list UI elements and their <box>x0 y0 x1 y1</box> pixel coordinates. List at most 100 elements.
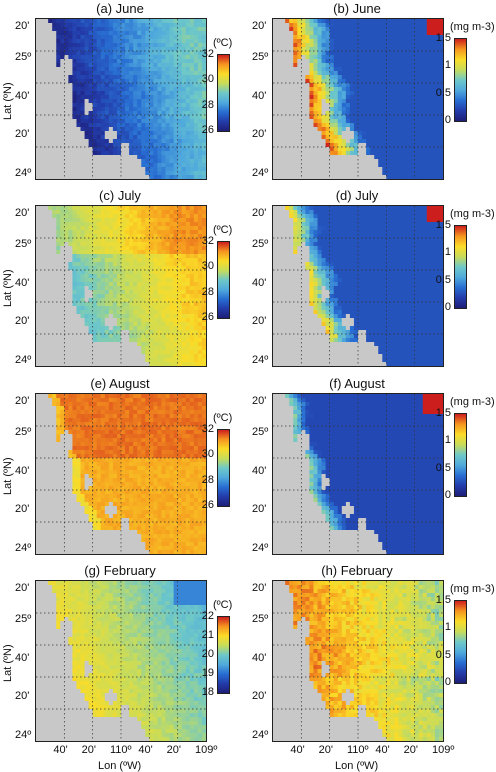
heatmap-cell <box>378 131 383 136</box>
heatmap-cell <box>435 23 440 28</box>
heatmap-cell <box>166 226 171 231</box>
heatmap-cell <box>178 354 183 359</box>
heatmap-cell <box>105 31 110 36</box>
heatmap-cell <box>36 254 41 259</box>
heatmap-cell <box>281 107 286 112</box>
heatmap-cell <box>194 218 199 223</box>
heatmap-cell <box>113 294 118 299</box>
heatmap-cell <box>423 115 428 120</box>
heatmap-cell <box>170 59 175 64</box>
heatmap-cell <box>129 23 134 28</box>
heatmap-cell <box>374 163 379 168</box>
heatmap-cell <box>149 139 154 144</box>
heatmap-cell <box>40 23 45 28</box>
heatmap-cell <box>293 147 298 152</box>
heatmap-cell <box>97 55 102 60</box>
heatmap-cell <box>370 71 375 76</box>
heatmap-cell <box>362 95 367 100</box>
heatmap-cell <box>166 230 171 235</box>
heatmap-cell <box>166 214 171 219</box>
heatmap-cell <box>305 39 310 44</box>
heatmap-cell <box>40 59 45 64</box>
heatmap-cell <box>330 139 335 144</box>
heatmap-cell <box>330 147 335 152</box>
colorbar-tick-label: 0.5 <box>435 87 451 99</box>
heatmap-cell <box>289 123 294 128</box>
heatmap-cell <box>362 67 367 72</box>
heatmap-cell <box>370 87 375 92</box>
heatmap-cell <box>68 294 73 299</box>
heatmap-cell <box>161 338 166 343</box>
heatmap-cell <box>113 39 118 44</box>
heatmap-cell <box>113 258 118 263</box>
heatmap-cell <box>390 103 395 108</box>
heatmap-cell <box>133 87 138 92</box>
heatmap-cell <box>129 250 134 255</box>
heatmap-cell <box>202 175 206 179</box>
heatmap-cell <box>97 242 102 247</box>
heatmap-cell <box>64 131 69 136</box>
heatmap-cell <box>76 350 81 355</box>
heatmap-cell <box>338 163 343 168</box>
heatmap-cell <box>48 123 53 128</box>
heatmap-cell <box>305 59 310 64</box>
heatmap-cell <box>273 39 278 44</box>
heatmap-cell <box>390 151 395 156</box>
heatmap-cell <box>137 159 142 164</box>
heatmap-cell <box>72 226 77 231</box>
heatmap-cell <box>149 155 154 160</box>
heatmap-cell <box>194 119 199 124</box>
colorbar <box>454 38 467 122</box>
heatmap-cell <box>194 302 199 307</box>
heatmap-cell <box>76 95 81 100</box>
heatmap-cell <box>186 238 191 243</box>
heatmap-cell <box>137 238 142 243</box>
heatmap-cell <box>76 230 81 235</box>
heatmap-cell <box>350 87 355 92</box>
heatmap-cell <box>273 43 278 48</box>
heatmap-cell <box>109 258 114 263</box>
heatmap-cell <box>149 67 154 72</box>
heatmap-cell <box>105 318 110 323</box>
heatmap-cell <box>186 322 191 327</box>
heatmap-cell <box>366 135 371 140</box>
heatmap-cell <box>101 71 106 76</box>
heatmap-cell <box>386 71 391 76</box>
heatmap-cell <box>101 210 106 215</box>
heatmap-cell <box>125 270 130 275</box>
heatmap-cell <box>64 314 69 319</box>
heatmap-cell <box>293 55 298 60</box>
heatmap-cell <box>97 326 102 331</box>
heatmap-cell <box>105 314 110 319</box>
heatmap-cell <box>149 131 154 136</box>
heatmap-cell <box>273 131 278 136</box>
heatmap-cell <box>52 326 57 331</box>
heatmap-cell <box>190 51 195 56</box>
heatmap-cell <box>81 210 86 215</box>
heatmap-cell <box>346 87 351 92</box>
heatmap-cell <box>186 258 191 263</box>
heatmap-cell <box>129 139 134 144</box>
heatmap-cell <box>378 91 383 96</box>
heatmap-cell <box>415 111 420 116</box>
heatmap-cell <box>166 95 171 100</box>
heatmap-cell <box>72 242 77 247</box>
heatmap-cell <box>386 59 391 64</box>
heatmap-cell <box>439 23 443 28</box>
heatmap-cell <box>161 322 166 327</box>
heatmap-cell <box>64 350 69 355</box>
heatmap-cell <box>52 67 57 72</box>
heatmap-cell <box>166 63 171 68</box>
heatmap-cell <box>407 99 412 104</box>
heatmap-cell <box>309 67 314 72</box>
heatmap-cell <box>378 175 383 179</box>
heatmap-cell <box>129 31 134 36</box>
heatmap-cell <box>72 254 77 259</box>
heatmap-cell <box>101 135 106 140</box>
heatmap-cell <box>121 254 126 259</box>
heatmap-cell <box>330 175 335 179</box>
heatmap-cell <box>81 123 86 128</box>
heatmap-cell <box>423 167 428 172</box>
heatmap-cell <box>125 159 130 164</box>
heatmap-cell <box>334 83 339 88</box>
